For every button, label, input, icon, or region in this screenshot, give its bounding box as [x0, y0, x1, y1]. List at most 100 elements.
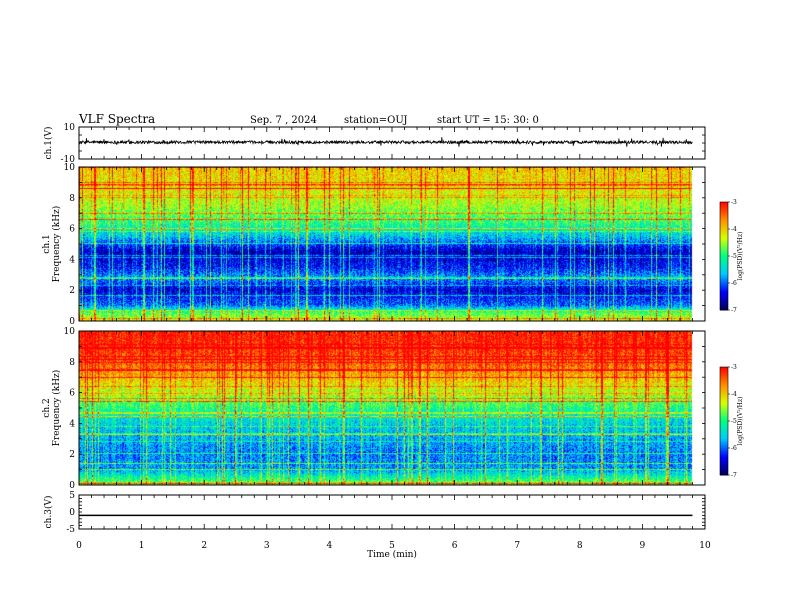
colorbar-segment [720, 449, 728, 453]
colorbar-segment [720, 386, 728, 390]
colorbar-segment [720, 399, 728, 402]
colorbar-segment [720, 446, 728, 449]
colorbar-segment [720, 385, 728, 388]
colorbar-segment [720, 268, 728, 271]
colorbar-segment [720, 430, 728, 433]
colorbar-segment [720, 462, 728, 465]
colorbar-label: log(PSD)(V²/Hz) [737, 232, 744, 281]
colorbar-segment [720, 457, 728, 460]
colorbar-label: log(PSD)(V²/Hz) [737, 397, 744, 446]
colorbar-segment [720, 306, 728, 309]
colorbar-segment [720, 437, 728, 440]
colorbar-segment [720, 254, 728, 257]
y-tick-label: 6 [69, 225, 75, 235]
colorbar-segment [720, 257, 728, 261]
x-tick-label: 8 [577, 541, 583, 551]
colorbar-segment [720, 203, 728, 207]
colorbar-segment [720, 220, 728, 223]
y-axis-label: ch.1(V) [43, 127, 54, 160]
ch2-spectrogram-canvas [79, 331, 705, 485]
x-tick-label: 2 [201, 541, 207, 551]
colorbar-segment [720, 392, 728, 395]
x-tick-label: 4 [327, 541, 333, 551]
colorbar-segment [720, 247, 728, 250]
y-axis-label: Frequency (kHz) [51, 370, 62, 447]
colorbar-segment [720, 471, 728, 474]
colorbar-segment [720, 455, 728, 458]
colorbar-segment [720, 381, 728, 384]
y-tick-label: 5 [69, 491, 75, 501]
panel-frame [78, 166, 706, 322]
colorbar-segment [720, 415, 728, 418]
colorbar-segment [720, 374, 728, 377]
colorbar-segment [720, 205, 728, 208]
colorbar-segment [720, 439, 728, 442]
ch3-waveform-panel: 5 0 -5 ch.3(V) [43, 491, 706, 535]
colorbar-segment [720, 370, 728, 373]
colorbar-segment [720, 426, 728, 429]
colorbar-segment [720, 297, 728, 300]
x-tick-label: 7 [514, 541, 520, 551]
ch1-trace [78, 137, 693, 147]
colorbar-tick-label: -6 [731, 280, 737, 287]
x-tick-label: 0 [76, 541, 82, 551]
colorbar-segment [720, 252, 728, 255]
colorbar-segment [720, 218, 728, 221]
colorbar-segment [720, 292, 728, 295]
colorbar-segment [720, 223, 728, 226]
colorbar-tick-label: -4 [731, 391, 737, 398]
x-axis-label: Time (min) [367, 549, 417, 560]
x-tick-label: 3 [264, 541, 270, 551]
y-axis-label: Frequency (kHz) [51, 206, 62, 283]
colorbar-segment [720, 202, 728, 205]
colorbar-segment [720, 248, 728, 252]
colorbar-segment [720, 379, 728, 382]
station-label: station=OUJ [344, 115, 408, 126]
colorbar-segment [720, 394, 728, 397]
y-axis-label: ch.2 [42, 398, 52, 417]
colorbar-segment [720, 383, 728, 386]
colorbar-segment [720, 234, 728, 237]
colorbar-segment [720, 368, 728, 372]
y-tick-label: 2 [69, 450, 75, 460]
x-tick-labels: 0 1 2 3 4 5 6 7 8 9 10 [76, 541, 711, 551]
colorbar-segment [720, 277, 728, 280]
colorbar-segment [720, 422, 728, 426]
colorbar-segment [720, 442, 728, 445]
x-tick-label: 5 [389, 541, 395, 551]
colorbar-segment [720, 256, 728, 259]
colorbar-segment [720, 266, 728, 270]
ch1-spectrogram-panel: 0 2 4 6 8 10 ch.1 Frequency (kHz) [42, 163, 706, 327]
panel-frame [78, 330, 706, 486]
colorbar-segment [720, 227, 728, 230]
colorbar-segment [720, 209, 728, 212]
colorbar-tick-label: -3 [731, 199, 737, 206]
y-axis-label: ch.1 [42, 234, 52, 253]
colorbar-segment [720, 412, 728, 415]
colorbar-segment [720, 473, 728, 476]
colorbar-tick-label: -3 [731, 364, 737, 371]
colorbar-segment [720, 263, 728, 266]
colorbar-segment [720, 466, 728, 469]
y-tick-label: 4 [69, 419, 75, 429]
colorbar-segment [720, 458, 728, 462]
colorbar-segment [720, 403, 728, 406]
colorbar-segment [720, 460, 728, 463]
colorbar-segment [720, 270, 728, 273]
colorbar-segment [720, 453, 728, 456]
ch1-waveform-panel: 10 -10 ch.1(V) [43, 123, 706, 165]
colorbar-segment [720, 275, 728, 279]
y-tick-label: 0 [69, 317, 75, 327]
y-tick-label: -5 [66, 525, 75, 535]
colorbar-segment [720, 433, 728, 436]
colorbar-segment [720, 243, 728, 246]
x-tick-label: 10 [699, 541, 711, 551]
colorbar-segment [720, 229, 728, 232]
colorbar-tick-label: -7 [731, 472, 737, 479]
ch2-colorbar: -3 -4 -5 -6 -7 log(PSD)(V²/Hz) [719, 364, 744, 479]
colorbar-segment [720, 395, 728, 399]
colorbar-segment [720, 421, 728, 424]
colorbar-segment [720, 408, 728, 411]
x-tick-label: 6 [452, 541, 458, 551]
